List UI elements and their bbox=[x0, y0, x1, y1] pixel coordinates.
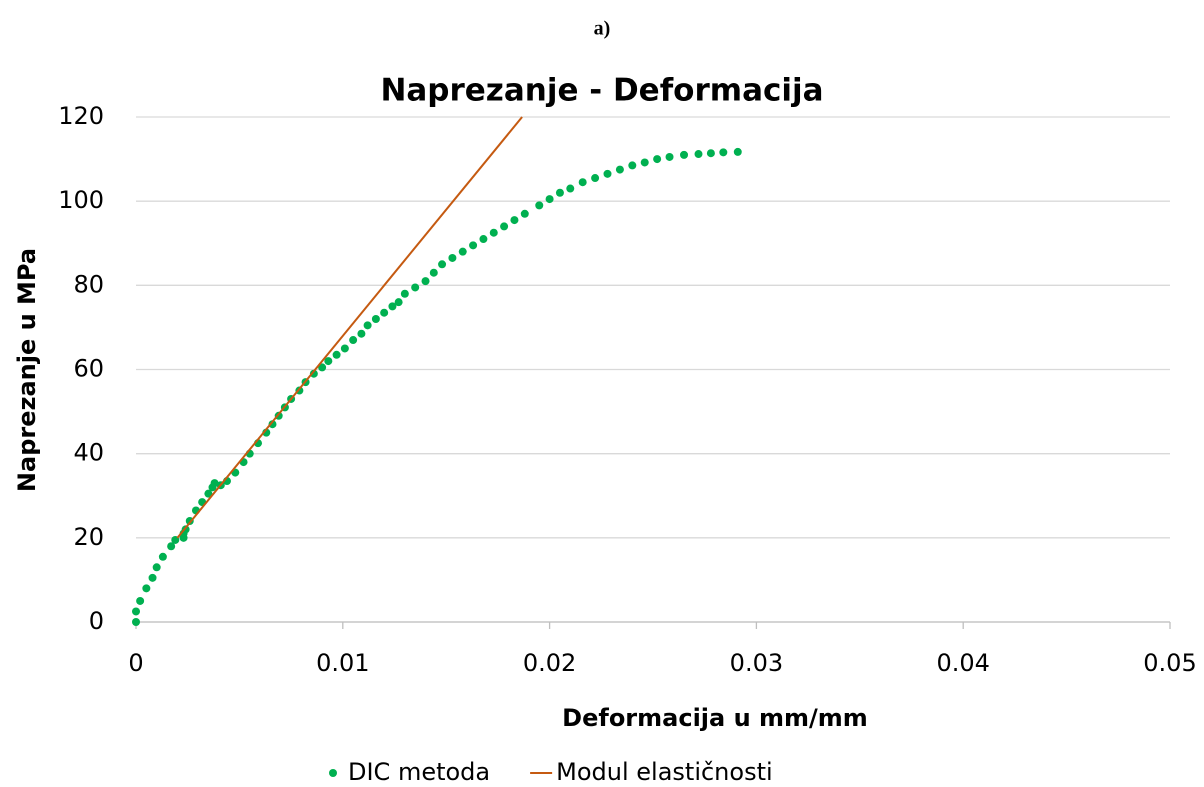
data-point bbox=[555, 188, 564, 197]
data-point bbox=[694, 150, 703, 159]
x-tick-label: 0.02 bbox=[523, 649, 576, 677]
x-tick-label: 0.01 bbox=[316, 649, 369, 677]
data-point bbox=[349, 336, 358, 345]
data-point bbox=[210, 479, 219, 488]
data-point bbox=[545, 195, 554, 204]
data-point bbox=[535, 201, 544, 210]
y-tick-label: 40 bbox=[73, 439, 104, 467]
data-point bbox=[489, 228, 498, 237]
data-point bbox=[479, 235, 488, 244]
data-point bbox=[719, 148, 728, 157]
data-point bbox=[603, 169, 612, 178]
data-point bbox=[158, 552, 167, 561]
data-point bbox=[706, 149, 715, 158]
data-point bbox=[371, 315, 380, 323]
legend-label: DIC metoda bbox=[348, 758, 490, 786]
data-point bbox=[591, 174, 600, 183]
data-point bbox=[340, 344, 349, 353]
data-point bbox=[733, 147, 742, 156]
data-point bbox=[132, 607, 140, 616]
data-point bbox=[400, 289, 409, 298]
y-tick-label: 120 bbox=[58, 102, 104, 130]
data-point bbox=[510, 216, 519, 225]
data-point bbox=[204, 489, 213, 498]
chart-title: Naprezanje - Deformacija bbox=[380, 73, 823, 109]
data-point bbox=[388, 302, 397, 311]
panel-label: a) bbox=[594, 18, 611, 40]
data-point bbox=[469, 241, 478, 250]
x-tick-label: 0.03 bbox=[730, 649, 783, 677]
data-point bbox=[520, 209, 529, 218]
data-point bbox=[566, 184, 575, 193]
data-point bbox=[640, 158, 649, 167]
series-line bbox=[176, 116, 523, 539]
data-point bbox=[438, 260, 447, 269]
data-point bbox=[680, 150, 689, 159]
y-tick-label: 60 bbox=[73, 355, 104, 383]
data-point bbox=[324, 357, 333, 366]
data-point bbox=[394, 298, 403, 307]
legend-label: Modul elastičnosti bbox=[556, 758, 773, 786]
x-axis-label: Deformacija u mm/mm bbox=[562, 704, 868, 732]
data-point bbox=[357, 329, 366, 338]
data-point bbox=[578, 178, 587, 187]
y-axis-label: Naprezanje u MPa bbox=[13, 248, 41, 492]
y-tick-label: 20 bbox=[73, 523, 104, 551]
data-point bbox=[429, 268, 438, 277]
data-point bbox=[332, 350, 341, 359]
data-point bbox=[421, 277, 430, 286]
data-point bbox=[411, 283, 420, 292]
data-point bbox=[136, 596, 145, 605]
x-tick-label: 0 bbox=[128, 649, 143, 677]
data-point bbox=[615, 165, 624, 174]
data-point bbox=[268, 420, 277, 429]
y-tick-label: 80 bbox=[73, 270, 104, 298]
legend-swatch bbox=[329, 769, 337, 777]
x-tick-label: 0.05 bbox=[1143, 649, 1196, 677]
data-point bbox=[500, 222, 509, 231]
y-tick-label: 100 bbox=[58, 186, 104, 214]
data-point bbox=[309, 369, 318, 378]
y-tick-label: 0 bbox=[89, 607, 104, 635]
data-point bbox=[458, 247, 467, 256]
data-point bbox=[167, 542, 176, 551]
data-point bbox=[380, 308, 389, 317]
data-point bbox=[363, 321, 372, 330]
data-point bbox=[148, 573, 157, 582]
data-point bbox=[142, 584, 151, 593]
data-point bbox=[448, 253, 457, 262]
data-point bbox=[152, 563, 161, 572]
data-point bbox=[665, 152, 674, 161]
data-point bbox=[132, 618, 140, 626]
data-point bbox=[628, 161, 637, 170]
data-point bbox=[171, 535, 180, 544]
data-point bbox=[653, 155, 662, 164]
data-point bbox=[318, 363, 327, 372]
x-tick-label: 0.04 bbox=[936, 649, 989, 677]
